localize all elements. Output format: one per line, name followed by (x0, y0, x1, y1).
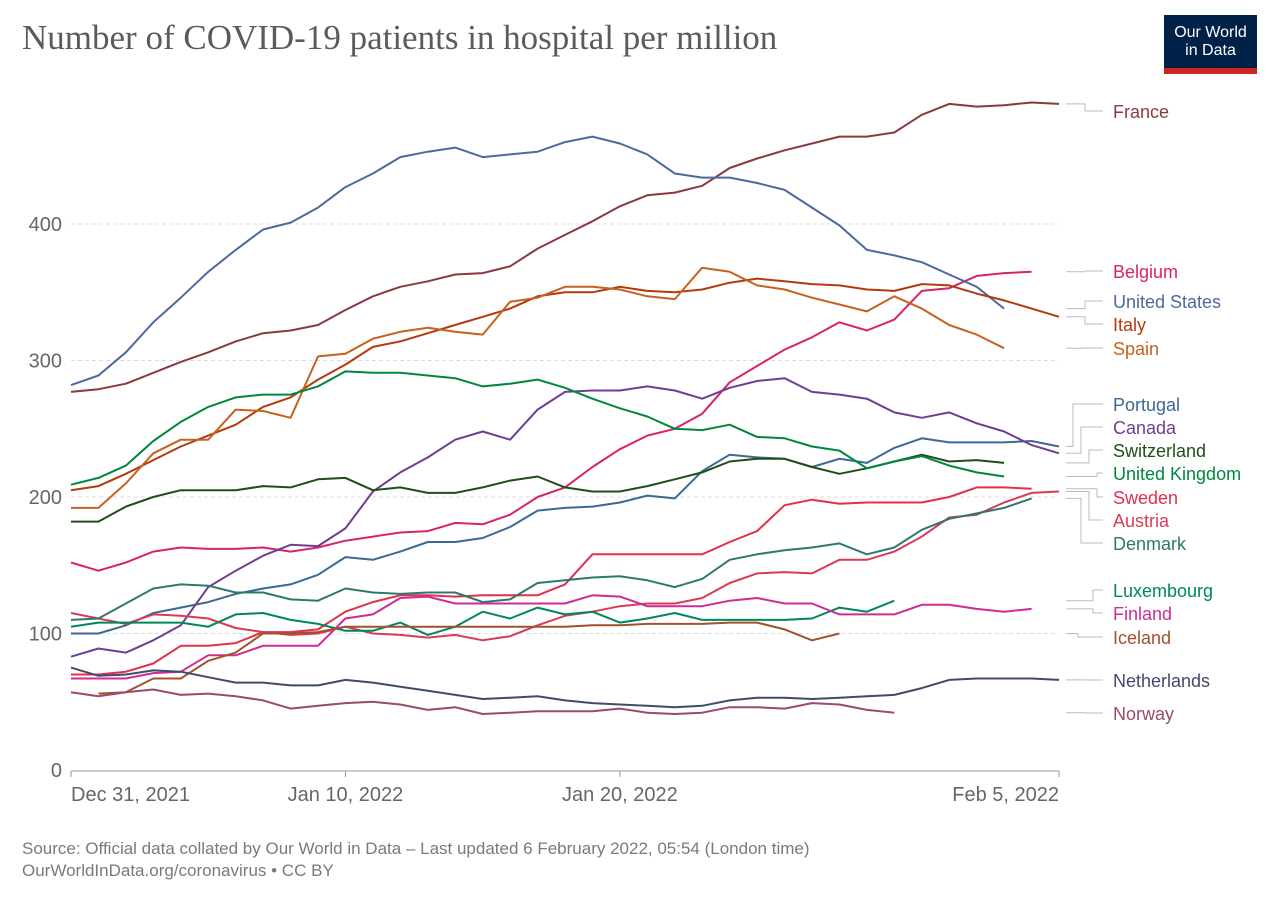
leader-line-switzerland (1066, 449, 1103, 464)
y-tick-label: 300 (29, 351, 62, 373)
leader-line-united-kingdom (1066, 472, 1103, 477)
leader-line-luxembourg (1066, 589, 1103, 602)
series-line-iceland (98, 621, 840, 695)
credit-link[interactable]: OurWorldInData.org/coronavirus • CC BY (22, 861, 334, 880)
logo-line-2: in Data (1185, 42, 1236, 59)
series-label-united-kingdom: United Kingdom (1113, 464, 1241, 484)
series-line-united-kingdom (70, 370, 1005, 486)
logo-line-1: Our World (1174, 24, 1247, 41)
series-label-italy: Italy (1113, 315, 1146, 335)
series-line-switzerland (71, 453, 1005, 523)
series-label-sweden: Sweden (1113, 488, 1178, 508)
leader-line-france (1066, 103, 1103, 112)
series-label-portugal: Portugal (1113, 395, 1180, 415)
series-label-norway: Norway (1113, 704, 1174, 724)
leader-line-canada (1066, 426, 1103, 454)
series-line-italy (70, 277, 1060, 492)
series-line-spain (71, 266, 1005, 509)
leader-line-belgium (1066, 270, 1103, 273)
series-line-norway (70, 688, 895, 715)
series-line-finland (71, 594, 1032, 680)
leader-line-united-states (1066, 300, 1103, 310)
series-label-belgium: Belgium (1113, 262, 1178, 282)
y-tick-label: 0 (51, 760, 62, 782)
leader-line-iceland (1066, 633, 1103, 638)
series-label-luxembourg: Luxembourg (1113, 581, 1213, 601)
series-line-sweden (71, 486, 1032, 676)
series-line-portugal (71, 437, 1060, 635)
leader-line-finland (1066, 608, 1103, 614)
series-line-austria (70, 490, 1060, 642)
x-tick-label: Dec 31, 2021 (71, 784, 190, 806)
chart-title: Number of COVID-19 patients in hospital … (22, 18, 778, 57)
series-line-canada (70, 377, 1060, 658)
leader-line-italy (1066, 316, 1103, 325)
series-label-switzerland: Switzerland (1113, 441, 1206, 461)
leader-line-sweden (1066, 488, 1103, 498)
y-tick-label: 100 (29, 624, 62, 646)
leader-line-denmark (1066, 497, 1103, 544)
source-note: Source: Official data collated by Our Wo… (22, 839, 810, 858)
series-label-austria: Austria (1113, 511, 1170, 531)
series-label-finland: Finland (1113, 604, 1172, 624)
series-label-france: France (1113, 102, 1169, 122)
logo-accent-bar (1164, 68, 1257, 74)
series-label-iceland: Iceland (1113, 628, 1171, 648)
series-label-canada: Canada (1113, 418, 1177, 438)
series-label-spain: Spain (1113, 339, 1159, 359)
leader-line-austria (1066, 491, 1103, 521)
series-label-united-states: United States (1113, 292, 1221, 312)
x-tick-label: Jan 20, 2022 (562, 784, 678, 806)
x-tick-label: Feb 5, 2022 (952, 784, 1059, 806)
owid-logo[interactable]: Our World in Data (1164, 15, 1257, 74)
series-label-netherlands: Netherlands (1113, 671, 1210, 691)
y-tick-label: 400 (29, 214, 62, 236)
series-line-luxembourg (70, 599, 895, 636)
series-label-denmark: Denmark (1113, 534, 1187, 554)
series-line-denmark (70, 497, 1032, 621)
leader-line-portugal (1066, 403, 1103, 447)
series-line-united-states (70, 135, 1005, 387)
y-tick-label: 200 (29, 487, 62, 509)
series-line-france (70, 101, 1060, 393)
series-line-netherlands (70, 666, 1060, 709)
series-line-belgium (70, 270, 1032, 572)
x-tick-label: Jan 10, 2022 (288, 784, 404, 806)
